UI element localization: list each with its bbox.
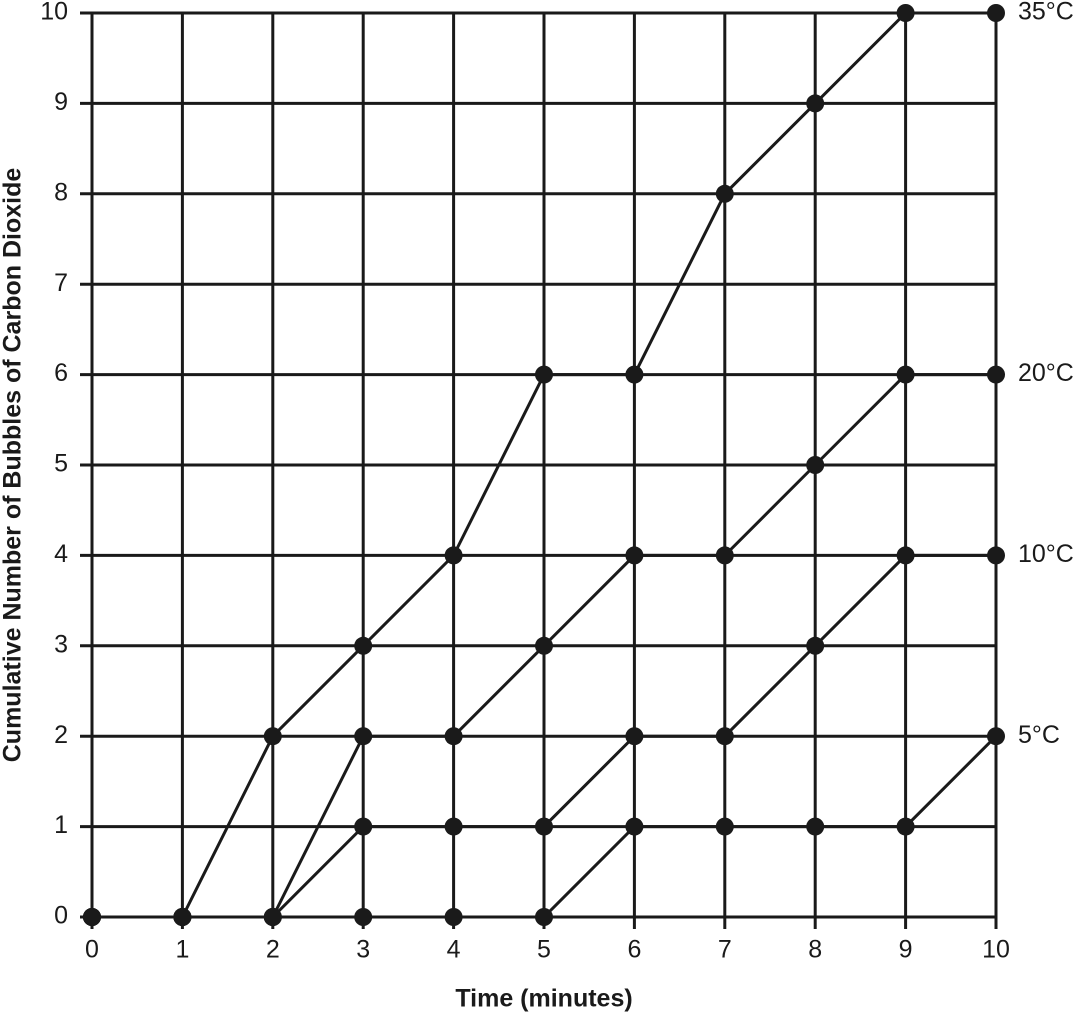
- data-point: [625, 546, 644, 565]
- data-point: [896, 4, 915, 22]
- x-tick-label: 6: [627, 936, 641, 964]
- data-point: [896, 365, 915, 384]
- y-tick-label: 7: [54, 269, 68, 297]
- data-point: [444, 817, 463, 836]
- series-label: 20°C: [1018, 359, 1074, 387]
- data-point: [715, 817, 734, 836]
- data-point: [354, 908, 373, 926]
- data-point: [354, 636, 373, 655]
- y-tick-label: 10: [40, 0, 68, 26]
- data-point: [535, 817, 553, 836]
- y-axis-title: Cumulative Number of Bubbles of Carbon D…: [0, 168, 27, 763]
- data-point: [806, 636, 825, 655]
- data-point: [987, 727, 1005, 746]
- data-point: [715, 184, 734, 203]
- data-point: [444, 546, 463, 565]
- data-point: [625, 365, 644, 384]
- data-point: [806, 817, 825, 836]
- data-point: [535, 908, 553, 926]
- data-point: [263, 727, 282, 746]
- series-label: 10°C: [1018, 540, 1074, 568]
- data-point: [896, 546, 915, 565]
- data-point: [987, 4, 1005, 22]
- data-point: [806, 456, 825, 474]
- x-tick-label: 10: [982, 936, 1010, 964]
- data-point: [263, 908, 282, 926]
- y-tick-label: 5: [54, 450, 68, 478]
- data-point: [715, 546, 734, 565]
- y-tick-label: 8: [54, 178, 68, 206]
- data-point: [896, 817, 915, 836]
- x-tick-label: 3: [356, 936, 370, 964]
- data-point: [83, 908, 101, 926]
- y-tick-label: 2: [54, 721, 68, 749]
- data-point: [444, 727, 463, 746]
- series-label: 35°C: [1018, 0, 1074, 26]
- data-point: [444, 908, 463, 926]
- data-point: [987, 365, 1005, 384]
- data-point: [625, 817, 644, 836]
- x-tick-label: 8: [808, 936, 822, 964]
- x-tick-label: 7: [718, 936, 732, 964]
- data-point: [173, 908, 192, 926]
- x-tick-label: 4: [447, 936, 461, 964]
- data-point: [535, 636, 553, 655]
- x-tick-label: 5: [537, 936, 551, 964]
- x-tick-label: 2: [266, 936, 280, 964]
- data-point: [715, 727, 734, 746]
- data-point: [354, 817, 373, 836]
- x-tick-label: 1: [175, 936, 189, 964]
- y-tick-label: 3: [54, 630, 68, 658]
- y-tick-label: 6: [54, 359, 68, 387]
- data-point: [806, 94, 825, 113]
- x-axis-title: Time (minutes): [455, 985, 632, 1013]
- data-point: [625, 727, 644, 746]
- data-point: [987, 546, 1005, 565]
- data-point: [354, 727, 373, 746]
- x-tick-label: 9: [899, 936, 913, 964]
- x-tick-label: 0: [85, 936, 99, 964]
- data-point: [535, 365, 553, 384]
- series-label: 5°C: [1018, 721, 1060, 749]
- y-tick-label: 0: [54, 902, 68, 930]
- y-tick-label: 1: [54, 811, 68, 839]
- y-tick-label: 9: [54, 88, 68, 116]
- y-tick-label: 4: [54, 540, 68, 568]
